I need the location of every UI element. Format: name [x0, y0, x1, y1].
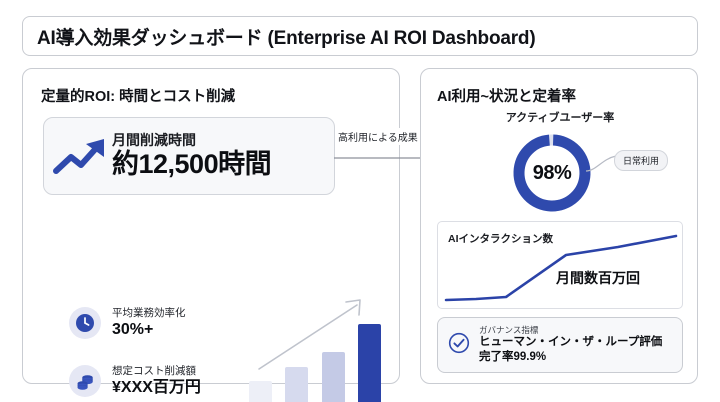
trend-up-arrow-icon — [50, 133, 112, 179]
clock-icon — [69, 307, 101, 340]
bar — [249, 381, 272, 402]
donut-badge: 日常利用 — [614, 150, 669, 171]
kpi-label: 月間削減時間 — [112, 131, 196, 148]
quarterly-bar-chart: Q3Q1Q2Q3 — [245, 285, 385, 402]
page-title: AI導入効果ダッシュボード (Enterprise AI ROI Dashboa… — [37, 27, 536, 49]
ai-interactions-card: AIインタラクション数 月間数百万回 — [437, 221, 683, 309]
metric-value: 30%+ — [112, 321, 154, 339]
kpi-text: 月間削減時間 約12,500時間 — [112, 131, 272, 180]
bars-area — [249, 317, 381, 402]
bar — [357, 324, 381, 402]
governance-text: ガバナンス指標 ヒューマン・イン・ザ・ループ評価 完了率99.9% — [479, 325, 662, 366]
governance-kicker: ガバナンス指標 — [479, 324, 539, 335]
monthly-hours-saved-card: 月間削減時間 約12,500時間 — [43, 117, 335, 195]
badge-leader-line — [585, 155, 617, 172]
donut-chart — [513, 134, 591, 212]
governance-line-1: ヒューマン・イン・ザ・ループ評価 — [479, 336, 663, 349]
page-title-bar: AI導入効果ダッシュボード (Enterprise AI ROI Dashboa… — [22, 16, 698, 56]
governance-metric-box: ガバナンス指標 ヒューマン・イン・ザ・ループ評価 完了率99.9% — [437, 317, 683, 373]
donut-caption: アクティブユーザー率 — [505, 112, 615, 124]
line-chart — [444, 234, 678, 302]
bar — [321, 352, 345, 402]
metric-label: 想定コスト削減額 — [112, 365, 196, 377]
line-chart-annotation: 月間数百万回 — [556, 270, 640, 286]
metric-label: 平均業務効率化 — [112, 307, 186, 319]
left-panel-title: 定量的ROI: 時間とコスト削減 — [41, 89, 236, 105]
quantitative-roi-panel: 定量的ROI: 時間とコスト削減 月間削減時間 約12,500時間 — [22, 68, 400, 402]
metric-text: 想定コスト削減額 ¥XXX百万円 — [112, 365, 201, 397]
line-chart-title: AIインタラクション数 — [448, 233, 553, 245]
metric-cost-savings: 想定コスト削減額 ¥XXX百万円 — [69, 365, 201, 398]
active-user-rate-block: アクティブユーザー率 98% 日常利用 — [421, 109, 699, 257]
right-panel-title: AI利用~状況と定着率 — [437, 89, 576, 105]
donut-center-value: 98% — [532, 161, 572, 184]
connector-label: 高利用による成果 — [336, 128, 420, 145]
kpi-value: 約12,500時間 — [112, 149, 272, 180]
check-circle-icon — [448, 332, 470, 359]
metric-efficiency: 平均業務効率化 30%+ — [69, 307, 186, 340]
ai-adoption-panel: AI利用~状況と定着率 アクティブユーザー率 98% 日常利用 AIインタラクシ… — [420, 68, 698, 384]
governance-line-2: 完了率99.9% — [479, 351, 547, 364]
coins-icon — [69, 365, 101, 398]
metric-value: ¥XXX百万円 — [112, 379, 201, 397]
metric-text: 平均業務効率化 30%+ — [112, 307, 186, 339]
bar — [285, 367, 309, 402]
